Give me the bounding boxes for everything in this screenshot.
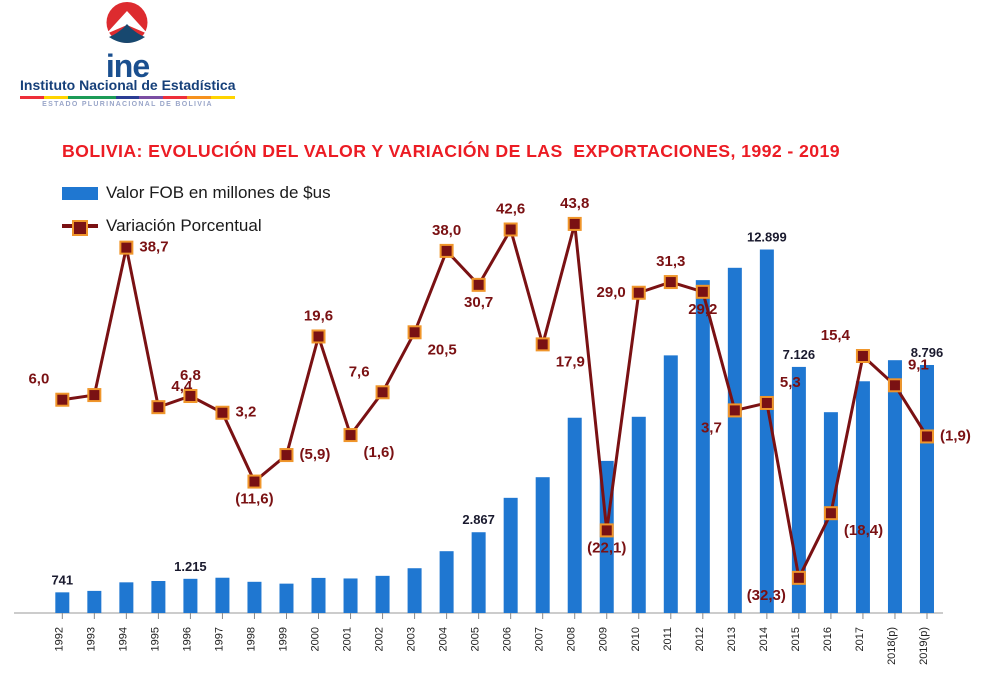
svg-text:(22,1): (22,1) (587, 539, 626, 556)
svg-text:1992: 1992 (53, 627, 65, 651)
svg-text:2012: 2012 (694, 627, 706, 651)
svg-text:7,6: 7,6 (349, 363, 370, 380)
svg-text:2016: 2016 (822, 627, 834, 651)
svg-text:7.126: 7.126 (783, 347, 816, 362)
svg-text:1.215: 1.215 (174, 559, 207, 574)
svg-text:42,6: 42,6 (496, 200, 525, 217)
svg-text:1993: 1993 (85, 627, 97, 651)
svg-text:2004: 2004 (438, 627, 450, 651)
svg-text:2013: 2013 (726, 627, 738, 651)
svg-text:(32,3): (32,3) (747, 587, 786, 604)
svg-text:2017: 2017 (854, 627, 866, 651)
svg-text:1994: 1994 (117, 627, 129, 651)
svg-text:(1,9): (1,9) (940, 427, 971, 444)
svg-text:1998: 1998 (245, 627, 257, 651)
svg-text:29,0: 29,0 (597, 284, 626, 301)
svg-text:(5,9): (5,9) (299, 446, 330, 463)
svg-text:2014: 2014 (758, 627, 770, 651)
svg-text:2015: 2015 (790, 627, 802, 651)
svg-text:2019(p): 2019(p) (918, 627, 930, 665)
svg-text:6,8: 6,8 (180, 367, 201, 384)
svg-text:2018(p): 2018(p) (886, 627, 898, 665)
svg-text:30,7: 30,7 (464, 294, 493, 311)
svg-text:17,9: 17,9 (556, 353, 585, 370)
svg-text:2001: 2001 (342, 627, 354, 651)
svg-text:2011: 2011 (662, 627, 674, 651)
svg-text:6,0: 6,0 (28, 371, 49, 388)
svg-text:2007: 2007 (534, 627, 546, 651)
svg-text:2008: 2008 (566, 627, 578, 651)
svg-text:(18,4): (18,4) (844, 522, 883, 539)
svg-text:38,7: 38,7 (139, 239, 168, 256)
svg-text:1999: 1999 (277, 627, 289, 651)
svg-text:1995: 1995 (149, 627, 161, 651)
svg-text:2000: 2000 (310, 627, 322, 651)
svg-text:741: 741 (51, 572, 73, 587)
svg-text:2010: 2010 (630, 627, 642, 651)
svg-text:5,3: 5,3 (780, 374, 801, 391)
svg-text:29,2: 29,2 (688, 301, 717, 318)
svg-text:1997: 1997 (213, 627, 225, 651)
svg-text:1996: 1996 (181, 627, 193, 651)
svg-text:2003: 2003 (406, 627, 418, 651)
svg-text:43,8: 43,8 (560, 195, 589, 212)
svg-text:12.899: 12.899 (747, 230, 787, 245)
svg-text:2.867: 2.867 (462, 512, 495, 527)
svg-text:15,4: 15,4 (821, 327, 851, 344)
svg-text:3,7: 3,7 (701, 419, 722, 436)
svg-text:(11,6): (11,6) (235, 491, 273, 508)
svg-text:19,6: 19,6 (304, 307, 333, 324)
svg-text:20,5: 20,5 (428, 341, 457, 358)
svg-text:3,2: 3,2 (235, 404, 256, 421)
svg-text:2002: 2002 (374, 627, 386, 651)
svg-text:2009: 2009 (598, 627, 610, 651)
svg-text:9,1: 9,1 (908, 356, 929, 373)
svg-text:2006: 2006 (502, 627, 514, 651)
svg-text:2005: 2005 (470, 627, 482, 651)
svg-text:38,0: 38,0 (432, 222, 461, 239)
svg-text:(1,6): (1,6) (364, 444, 395, 461)
svg-text:31,3: 31,3 (656, 253, 685, 270)
